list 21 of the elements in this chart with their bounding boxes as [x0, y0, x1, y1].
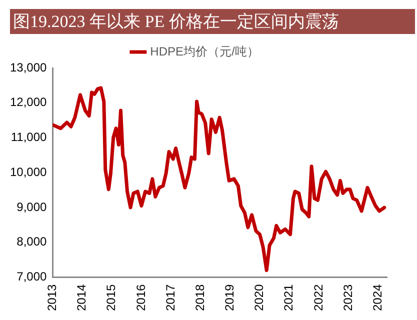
legend-label: HDPE均价（元/吨） — [150, 44, 259, 58]
y-tick-label: 11,000 — [10, 130, 48, 144]
x-tick-label: 2016 — [134, 284, 148, 312]
y-tick-label: 10,000 — [10, 164, 48, 179]
x-tick-label: 2018 — [192, 284, 207, 312]
x-tick-label: 2022 — [311, 284, 326, 312]
y-tick-label: 13,000 — [10, 60, 48, 74]
x-tick-label: 2023 — [340, 284, 355, 312]
y-tick-label: 9,000 — [16, 200, 48, 214]
x-tick-label: 2014 — [74, 284, 89, 312]
y-tick-label: 12,000 — [10, 95, 48, 110]
chart-title: 图19.2023 年以来 PE 价格在一定区间内震荡 — [10, 9, 415, 34]
y-tick-label: 7,000 — [16, 270, 48, 284]
x-tick-label: 2013 — [45, 284, 60, 312]
x-tick-label: 2020 — [252, 284, 266, 312]
x-tick-label: 2015 — [104, 284, 118, 312]
x-tick-label: 2019 — [222, 284, 237, 312]
x-tick-label: 2024 — [370, 284, 384, 312]
x-tick-label: 2021 — [282, 284, 296, 312]
x-tick-label: 2017 — [163, 284, 178, 312]
y-tick-label: 8,000 — [16, 234, 48, 249]
